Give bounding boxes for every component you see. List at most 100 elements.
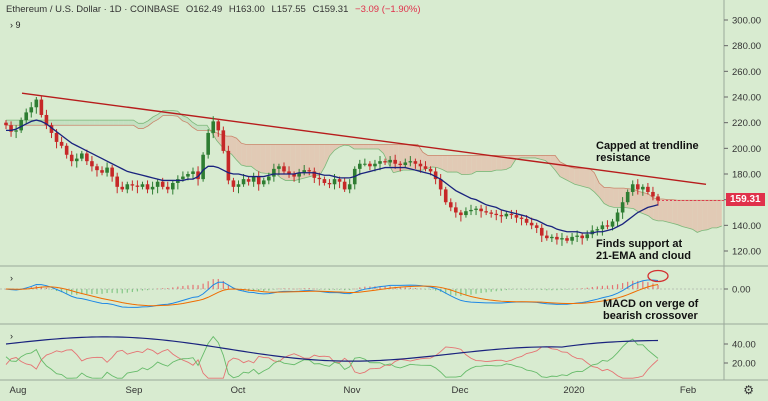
macd-hist-bar: [207, 281, 209, 289]
candle-body: [610, 221, 615, 227]
macd-hist-bar: [627, 281, 629, 289]
cloud-segment: [334, 144, 340, 151]
macd-hist-bar: [66, 289, 68, 294]
candle-body: [428, 168, 433, 172]
candle-body: [211, 121, 216, 133]
macd-hist-bar: [222, 280, 224, 289]
cloud-segment: [447, 155, 453, 173]
osc-plus-di-line: [5, 335, 659, 379]
macd-hist-bar: [566, 289, 568, 290]
macd-hist-bar: [480, 289, 482, 293]
cloud-segment: [314, 144, 320, 176]
time-tick-label: Oct: [231, 385, 246, 396]
cloud-segment: [373, 144, 379, 149]
price-tick-label: 180.00: [732, 170, 761, 181]
candle-body: [74, 158, 79, 162]
cloud-segment: [422, 152, 428, 171]
cloud-segment: [241, 143, 247, 167]
low-value: L157.55: [271, 4, 306, 15]
cloud-segment: [368, 144, 374, 149]
cloud-segment: [707, 200, 712, 230]
candle-body: [347, 184, 352, 190]
cloud-segment: [231, 136, 237, 160]
candle-body: [651, 191, 655, 197]
macd-hist-bar: [71, 289, 73, 295]
cloud-segment: [393, 144, 399, 173]
last-price-badge: 159.31: [726, 193, 765, 206]
candle-body: [383, 161, 387, 163]
macd-hist-bar: [344, 289, 346, 291]
macd-hist-bar: [429, 289, 432, 290]
cloud-segment: [260, 144, 266, 174]
candles: [4, 95, 660, 246]
macd-hist-bar: [652, 283, 654, 289]
macd-hist-bar: [187, 285, 189, 289]
macd-annotation-line2: bearish crossover: [603, 310, 698, 322]
indicator-toggle[interactable]: › 9: [10, 20, 21, 30]
macd-hist-bar: [318, 289, 320, 290]
macd-hist-bar: [25, 287, 27, 289]
candle-body: [155, 181, 160, 187]
candle-body: [378, 161, 382, 164]
macd-toggle-icon[interactable]: ›: [10, 273, 13, 283]
candle-body: [489, 212, 494, 214]
candle-body: [509, 213, 514, 216]
cloud-segment: [633, 189, 639, 212]
candle-body: [206, 132, 210, 155]
cloud-segment: [545, 155, 551, 165]
candle-body: [261, 180, 266, 185]
cloud-segment: [662, 199, 668, 223]
candle-body: [312, 171, 317, 178]
candle-body: [534, 225, 539, 228]
candle-body: [241, 179, 246, 185]
candle-body: [575, 235, 579, 237]
cloud-segment: [197, 125, 203, 131]
cloud-segment: [442, 155, 448, 173]
cloud-segment: [133, 120, 139, 129]
macd-hist-bar: [450, 289, 452, 295]
macd-hist-bar: [364, 286, 366, 289]
candle-body: [484, 211, 488, 213]
support-annotation: Finds support at 21-EMA and cloud: [596, 238, 691, 262]
macd-hist-bar: [606, 285, 609, 289]
candle-body: [423, 166, 428, 169]
macd-hist-bar: [323, 289, 326, 290]
support-annotation-line2: 21-EMA and cloud: [596, 250, 691, 262]
cloud-segment: [476, 155, 482, 172]
osc-tick-label: 20.00: [732, 359, 756, 370]
high-value: H163.00: [228, 4, 265, 15]
candle-body: [327, 182, 332, 185]
macd-hist-bar: [293, 288, 295, 290]
candle-body: [630, 184, 635, 192]
cloud-segment: [525, 155, 531, 158]
cloud-segment: [55, 120, 60, 126]
macd-hist-bar: [601, 285, 604, 289]
cloud-segment: [432, 155, 438, 168]
candle-body: [357, 163, 362, 169]
macd-hist-bar: [217, 278, 219, 289]
cloud-segment: [280, 144, 286, 181]
macd-hist-bar: [465, 289, 467, 296]
macd-hist-bar: [303, 288, 305, 289]
macd-hist-bar: [541, 289, 543, 290]
macd-hist-bar: [470, 289, 472, 295]
macd-hist-bar: [30, 286, 32, 289]
macd-hist-bar: [399, 287, 401, 289]
macd-hist-bar: [328, 289, 331, 290]
price-tick-label: 140.00: [732, 221, 761, 232]
macd-hist-bar: [591, 286, 593, 289]
cloud-segment: [609, 187, 614, 208]
macd-hist-bar: [308, 288, 310, 289]
macd-hist-bar: [455, 289, 457, 296]
gear-icon[interactable]: ⚙: [743, 383, 754, 397]
candle-body: [14, 130, 18, 132]
candle-body: [181, 176, 185, 180]
macd-hist-bar: [258, 289, 260, 292]
symbol-title[interactable]: Ethereum / U.S. Dollar · 1D · COINBASE: [6, 4, 180, 15]
cloud-segment: [319, 144, 325, 176]
oscillator-toggle-icon[interactable]: ›: [10, 331, 13, 341]
cloud-segment: [270, 144, 276, 174]
candle-body: [565, 238, 569, 241]
macd-hist-bar: [536, 289, 538, 290]
cloud-segment: [305, 144, 310, 178]
